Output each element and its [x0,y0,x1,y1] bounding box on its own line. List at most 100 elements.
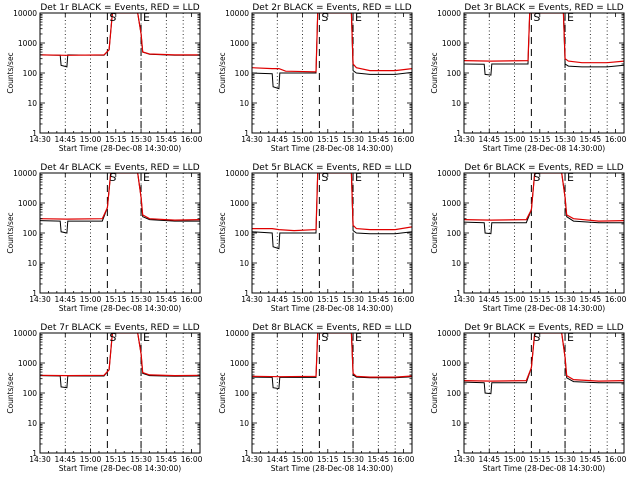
y-tick-label: 100 [235,69,250,78]
plot-frame [251,12,413,134]
plot-area [464,173,624,293]
y-axis-label: Counts/sec [6,52,15,93]
x-axis-label: Start Time (28-Dec-08 14:30:00) [59,144,181,153]
interval-marker-label: S [533,331,540,344]
y-tick-label: 1 [244,129,249,138]
y-axis-label: Counts/sec [430,372,439,413]
interval-marker-label: E [143,331,150,344]
plot-title: Det 9r BLACK = Events, RED = LLD [464,323,623,333]
x-tick-label: 16:00 [393,135,415,144]
x-tick-label: 15:30 [130,135,152,144]
lld-series-line [40,13,200,56]
interval-marker-label: E [567,331,574,344]
x-tick-label: 14:45 [266,295,288,304]
y-tick-label: 100 [447,69,462,78]
interval-marker-label: S [109,171,116,184]
x-axis-label: Start Time (28-Dec-08 14:30:00) [483,144,605,153]
plot-title: Det 2r BLACK = Events, RED = LLD [252,3,411,13]
y-tick-label: 1 [456,449,461,458]
lld-series-line [252,173,412,232]
x-tick-label: 15:30 [554,295,576,304]
x-tick-label: 14:30 [29,135,51,144]
events-series-line [40,13,200,68]
y-tick-label: 10 [451,259,461,268]
x-tick-label: 14:45 [54,455,76,464]
y-tick-label: 1 [32,289,37,298]
x-tick-label: 15:15 [317,295,339,304]
x-tick-label: 15:00 [292,295,314,304]
x-axis-label: Start Time (28-Dec-08 14:30:00) [59,464,181,473]
y-tick-label: 10 [239,259,249,268]
plot-area [40,13,200,133]
x-tick-label: 14:45 [478,295,500,304]
x-tick-label: 16:00 [605,295,627,304]
lld-series-line [464,173,624,222]
x-tick-label: 15:45 [368,135,390,144]
y-tick-label: 100 [447,229,462,238]
x-tick-label: 14:30 [453,455,475,464]
x-tick-label: 15:45 [368,295,390,304]
plot-title: Det 3r BLACK = Events, RED = LLD [464,3,623,13]
y-tick-label: 10000 [13,329,37,338]
x-tick-label: 15:30 [130,455,152,464]
x-tick-label: 14:45 [266,455,288,464]
y-tick-label: 10000 [13,169,37,178]
y-tick-label: 10000 [225,9,249,18]
y-axis-label: Counts/sec [218,212,227,253]
y-tick-label: 10 [451,419,461,428]
x-tick-label: 14:30 [453,135,475,144]
y-tick-label: 100 [235,389,250,398]
x-tick-label: 15:30 [130,295,152,304]
x-tick-label: 16:00 [393,295,415,304]
x-tick-label: 15:00 [504,455,526,464]
x-tick-label: 15:15 [529,135,551,144]
x-tick-label: 15:30 [554,455,576,464]
x-tick-label: 15:15 [105,135,127,144]
plot-frame [463,12,625,134]
y-tick-label: 1000 [442,359,461,368]
plot-area [464,13,624,133]
x-tick-label: 15:30 [554,135,576,144]
y-tick-label: 10000 [225,169,249,178]
y-tick-label: 10 [27,419,37,428]
x-tick-label: 16:00 [605,455,627,464]
y-tick-label: 10000 [225,329,249,338]
y-tick-label: 100 [23,389,38,398]
x-tick-label: 15:15 [529,295,551,304]
x-tick-label: 15:00 [80,455,102,464]
x-tick-label: 16:00 [605,135,627,144]
plot-area [464,333,624,453]
interval-marker-label: E [143,11,150,24]
x-axis-label: Start Time (28-Dec-08 14:30:00) [483,464,605,473]
x-tick-label: 15:45 [368,455,390,464]
plot-area [252,13,412,133]
lld-series-line [40,173,200,221]
y-tick-label: 1000 [230,199,249,208]
y-tick-label: 10 [239,99,249,108]
x-tick-label: 16:00 [181,135,203,144]
y-tick-label: 10 [27,259,37,268]
y-tick-label: 10 [239,419,249,428]
plot-title: Det 6r BLACK = Events, RED = LLD [464,163,623,173]
x-tick-label: 14:30 [29,455,51,464]
y-tick-label: 10000 [13,9,37,18]
events-series-line [464,173,624,235]
interval-marker-label: S [321,11,328,24]
interval-marker-label: E [143,171,150,184]
y-tick-label: 1000 [442,199,461,208]
y-tick-label: 1000 [442,39,461,48]
events-series-line [252,13,412,90]
x-tick-label: 14:45 [54,135,76,144]
y-tick-label: 1 [32,129,37,138]
y-tick-label: 100 [23,69,38,78]
x-tick-label: 15:45 [580,295,602,304]
events-series-line [40,333,200,389]
plot-title: Det 5r BLACK = Events, RED = LLD [252,163,411,173]
plot-title: Det 7r BLACK = Events, RED = LLD [40,323,199,333]
y-axis-label: Counts/sec [218,372,227,413]
y-axis-label: Counts/sec [430,52,439,93]
